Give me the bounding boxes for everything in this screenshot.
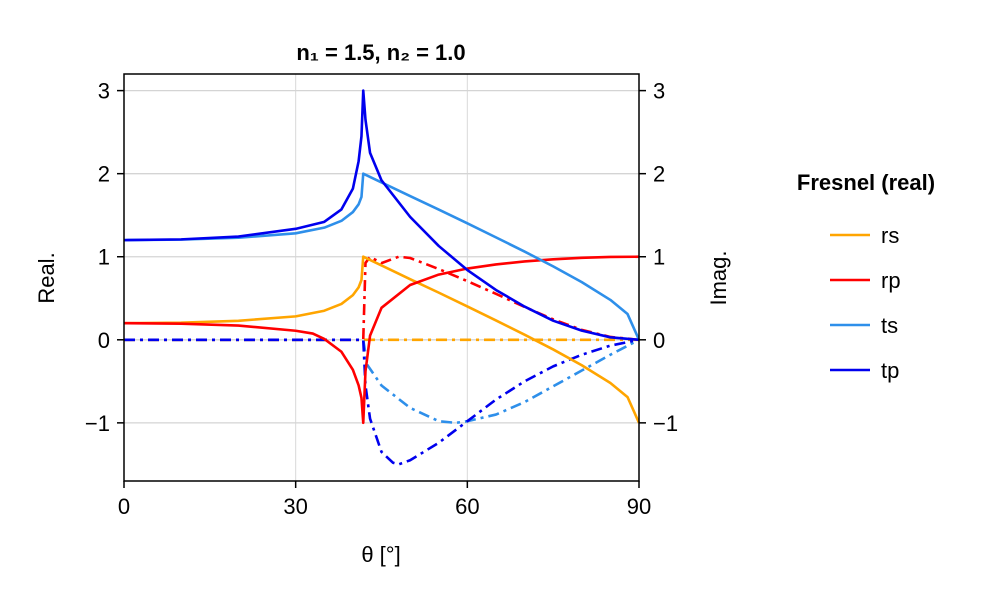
x-axis-label: θ [°]: [361, 542, 400, 567]
y-tick-label-right: 2: [653, 162, 665, 187]
chart-title: n₁ = 1.5, n₂ = 1.0: [296, 40, 465, 65]
series-rp-real-line: [123, 255, 640, 425]
legend-label-tp: tp: [881, 358, 899, 383]
plot-frame: [123, 73, 640, 482]
y-tick-label-right: 1: [653, 245, 665, 270]
legend: Fresnel (real) rs rp ts tp: [797, 170, 935, 383]
series-tp-real-line: [123, 89, 640, 342]
series-tp-imag-line: [124, 338, 640, 466]
y-tick-label-right: 0: [653, 328, 665, 353]
x-tick-label: 90: [627, 494, 651, 519]
y-tick-label-left: 0: [98, 328, 110, 353]
y-tick-label-left: 1: [98, 245, 110, 270]
y-tick-label-left: 2: [98, 162, 110, 187]
x-tick-label: 60: [455, 494, 479, 519]
y-tick-label-right: −1: [653, 411, 678, 436]
grid: [124, 74, 639, 481]
legend-label-rs: rs: [881, 223, 899, 248]
legend-entries: rs rp ts tp: [830, 223, 901, 383]
y-axis-label-right: Imag.: [706, 250, 731, 305]
legend-label-ts: ts: [881, 313, 898, 338]
y-tick-label-left: 3: [98, 79, 110, 104]
y-tick-label-left: −1: [85, 411, 110, 436]
series-lines: [123, 89, 641, 466]
series-rs-real-line: [123, 255, 641, 424]
series-ts-imag-line: [124, 338, 640, 425]
x-tick-label: 30: [283, 494, 307, 519]
legend-label-rp: rp: [881, 268, 901, 293]
series-rp-imag-line: [124, 255, 640, 342]
y-axis-label-left: Real.: [34, 252, 59, 303]
axis-ticks: 0 30 60 90 −1 −1 0 0 1 1 2 2 3 3: [85, 79, 678, 519]
legend-title: Fresnel (real): [797, 170, 935, 195]
x-tick-label: 0: [118, 494, 130, 519]
y-tick-label-right: 3: [653, 79, 665, 104]
